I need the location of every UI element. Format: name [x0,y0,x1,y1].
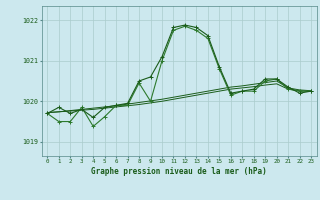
X-axis label: Graphe pression niveau de la mer (hPa): Graphe pression niveau de la mer (hPa) [91,167,267,176]
